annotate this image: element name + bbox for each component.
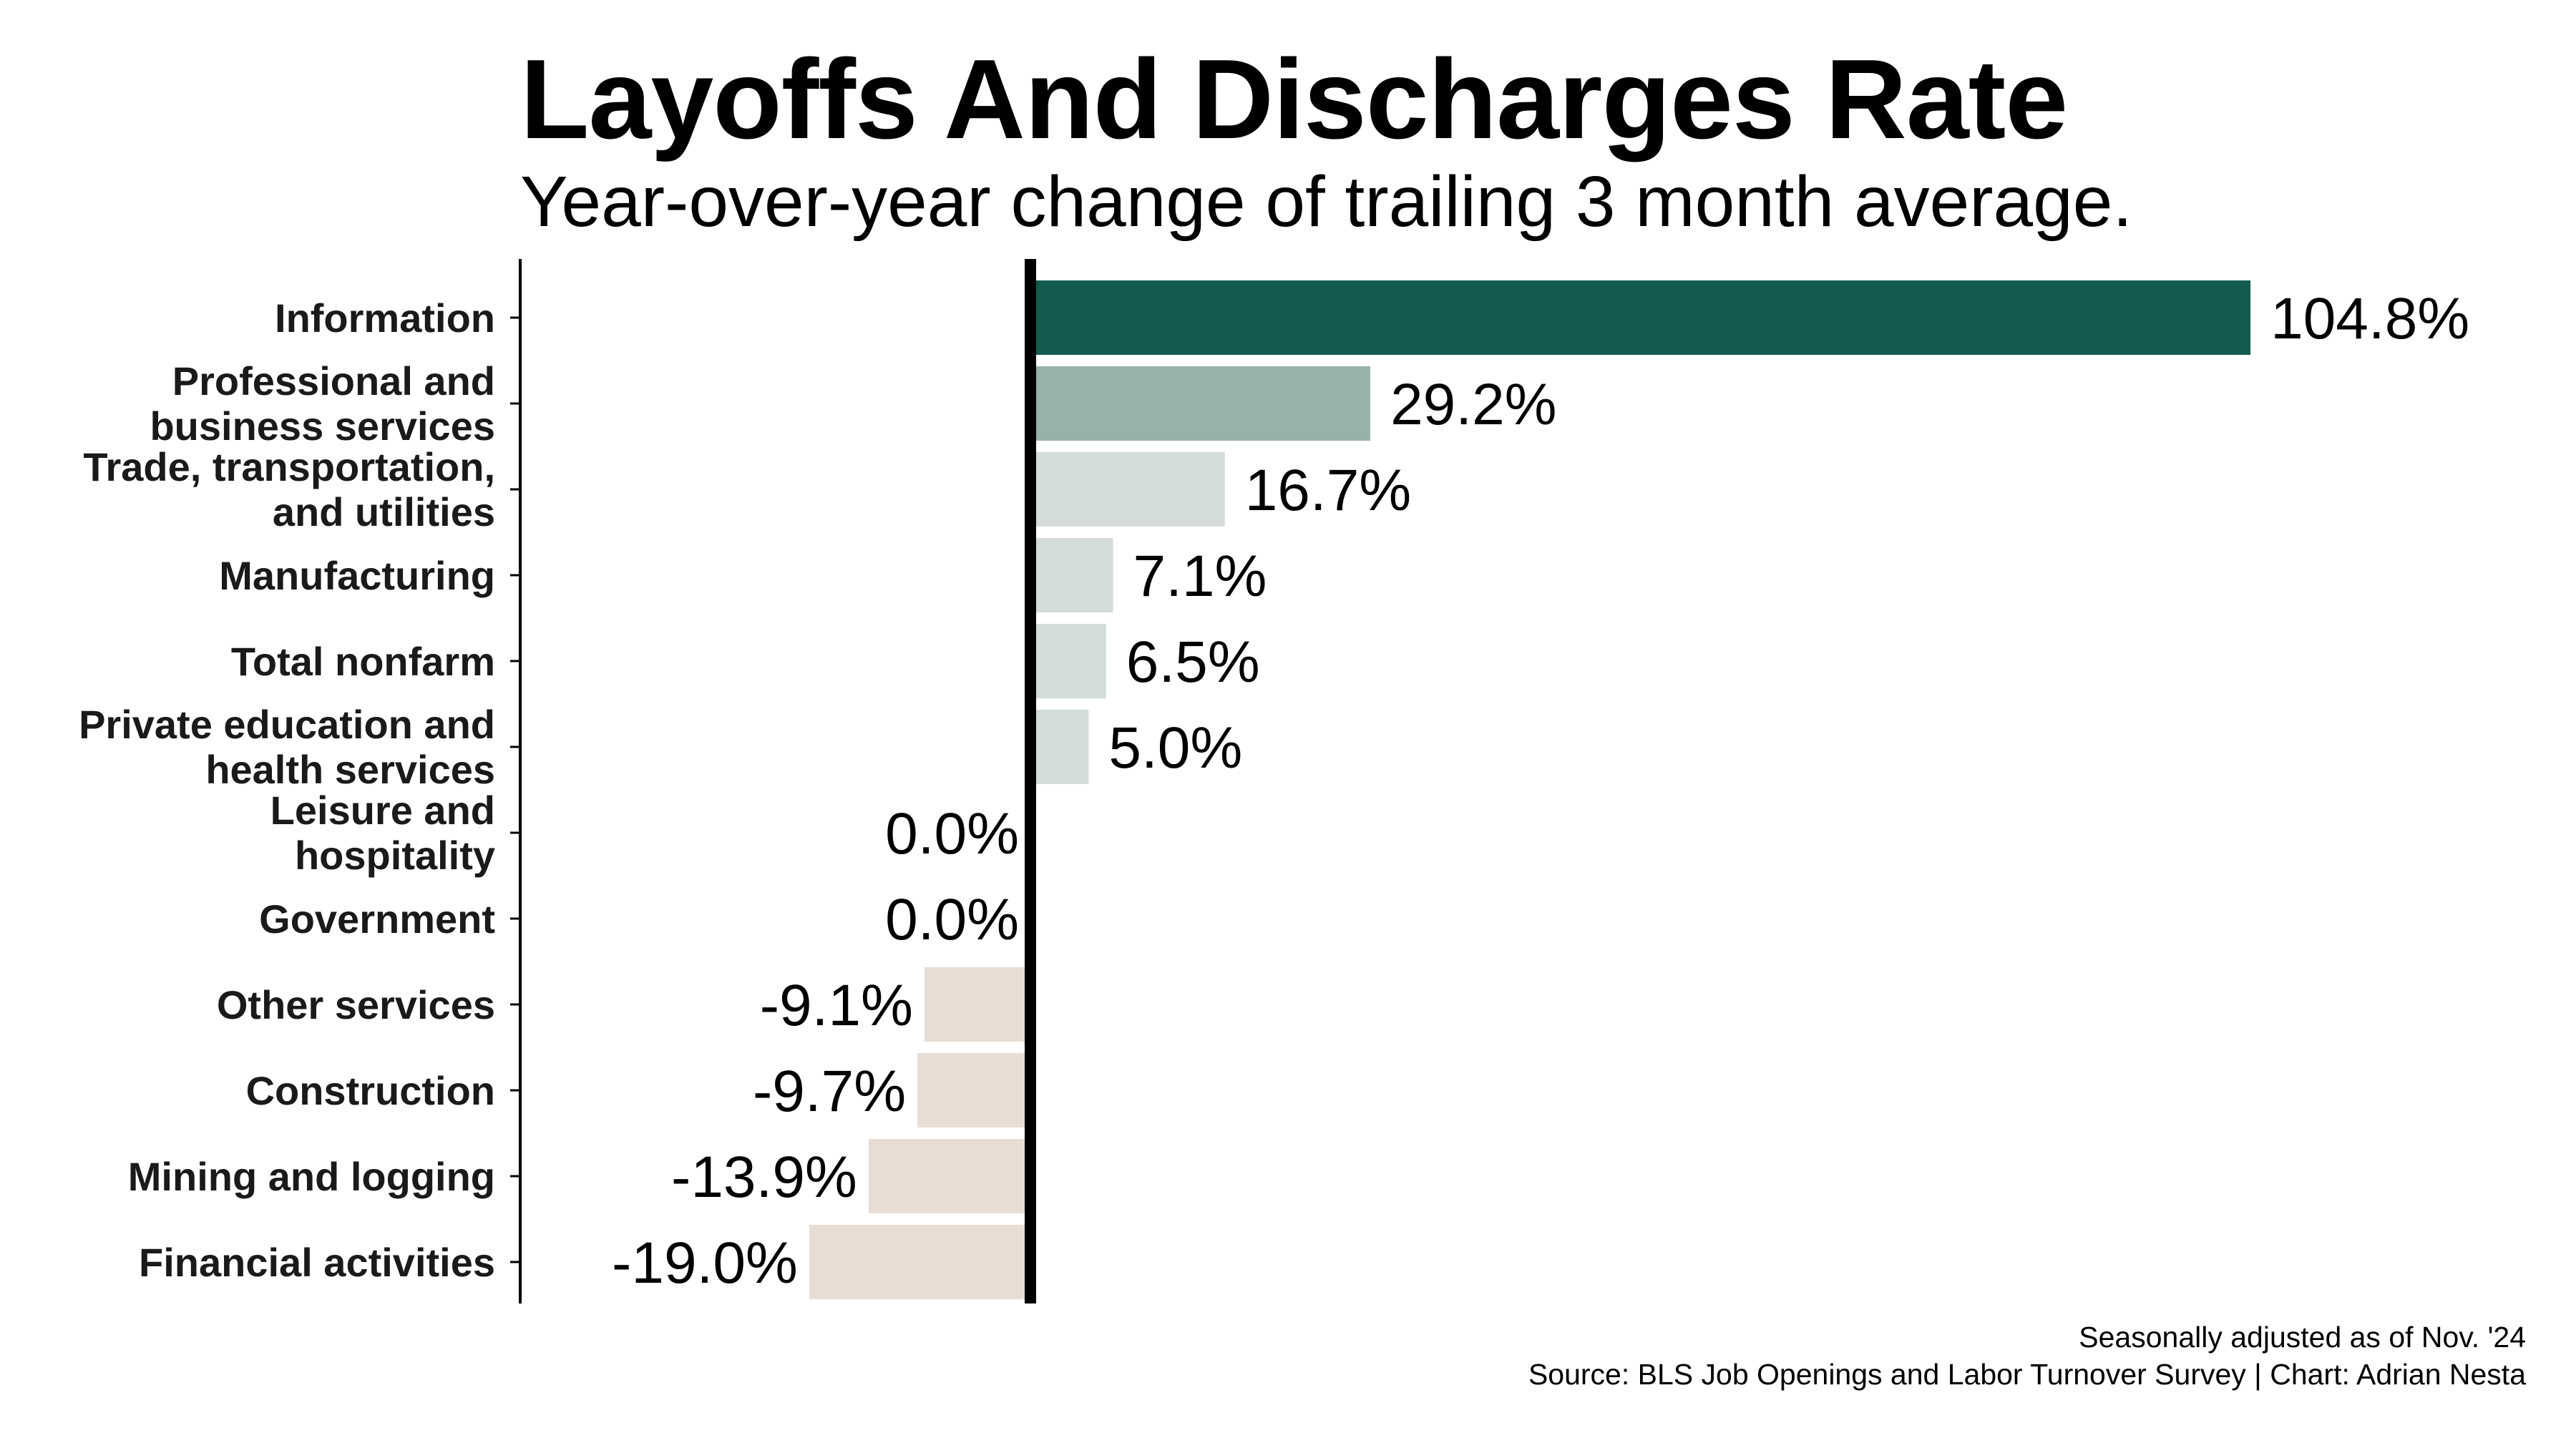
category-label-line: Private education and [79, 702, 495, 747]
category-label: Total nonfarm [231, 639, 495, 684]
chart-subtitle: Year-over-year change of trailing 3 mont… [520, 162, 2133, 242]
category-label: Construction [246, 1068, 495, 1113]
category-label: Mining and logging [128, 1154, 495, 1199]
value-label: 0.0% [885, 887, 1019, 952]
bar [1030, 280, 2251, 355]
footer-note: Seasonally adjusted as of Nov. '24 [2079, 1321, 2526, 1354]
category-label-line: Trade, transportation, [83, 444, 495, 489]
value-label: 16.7% [1245, 458, 1412, 523]
category-label: Financial activities [139, 1240, 495, 1285]
bar [924, 967, 1030, 1042]
category-label-line: Leisure and [270, 788, 495, 833]
chart-footer: Seasonally adjusted as of Nov. '24 Sourc… [1528, 1319, 2526, 1393]
chart-title: Layoffs And Discharges Rate [520, 36, 2068, 162]
value-label: 29.2% [1390, 372, 1557, 437]
bar [868, 1139, 1030, 1213]
category-label: Information [275, 295, 495, 341]
value-label: 5.0% [1108, 715, 1242, 781]
value-label: 0.0% [885, 801, 1019, 866]
bar [1030, 452, 1225, 527]
value-label: -13.9% [671, 1145, 857, 1210]
category-label-line: Professional and [172, 358, 495, 403]
value-label: 6.5% [1126, 630, 1260, 695]
bar [1030, 624, 1106, 698]
category-label: Trade, transportation, and utilities [83, 444, 495, 534]
category-label-line: hospitality [295, 833, 495, 878]
category-label: Government [259, 896, 495, 941]
category-label: Manufacturing [219, 553, 495, 598]
category-label-line: health services [205, 747, 495, 792]
category-label: Private education and health services [79, 702, 495, 792]
value-label: -19.0% [612, 1231, 798, 1296]
footer-source: Source: BLS Job Openings and Labor Turno… [1528, 1358, 2526, 1391]
value-label: 104.8% [2270, 286, 2469, 351]
category-label: Leisure and hospitality [270, 788, 495, 878]
category-label: Professional and business services [150, 358, 495, 449]
bar [917, 1053, 1030, 1128]
bar [1030, 366, 1371, 441]
bar [1030, 538, 1113, 612]
value-label: -9.7% [753, 1059, 906, 1124]
value-label: -9.1% [760, 973, 913, 1038]
bar [809, 1225, 1030, 1299]
bar [1030, 710, 1089, 784]
category-label-line: and utilities [273, 489, 495, 534]
category-label: Other services [217, 982, 495, 1027]
value-label: 7.1% [1133, 544, 1267, 609]
category-label-line: business services [150, 403, 495, 449]
